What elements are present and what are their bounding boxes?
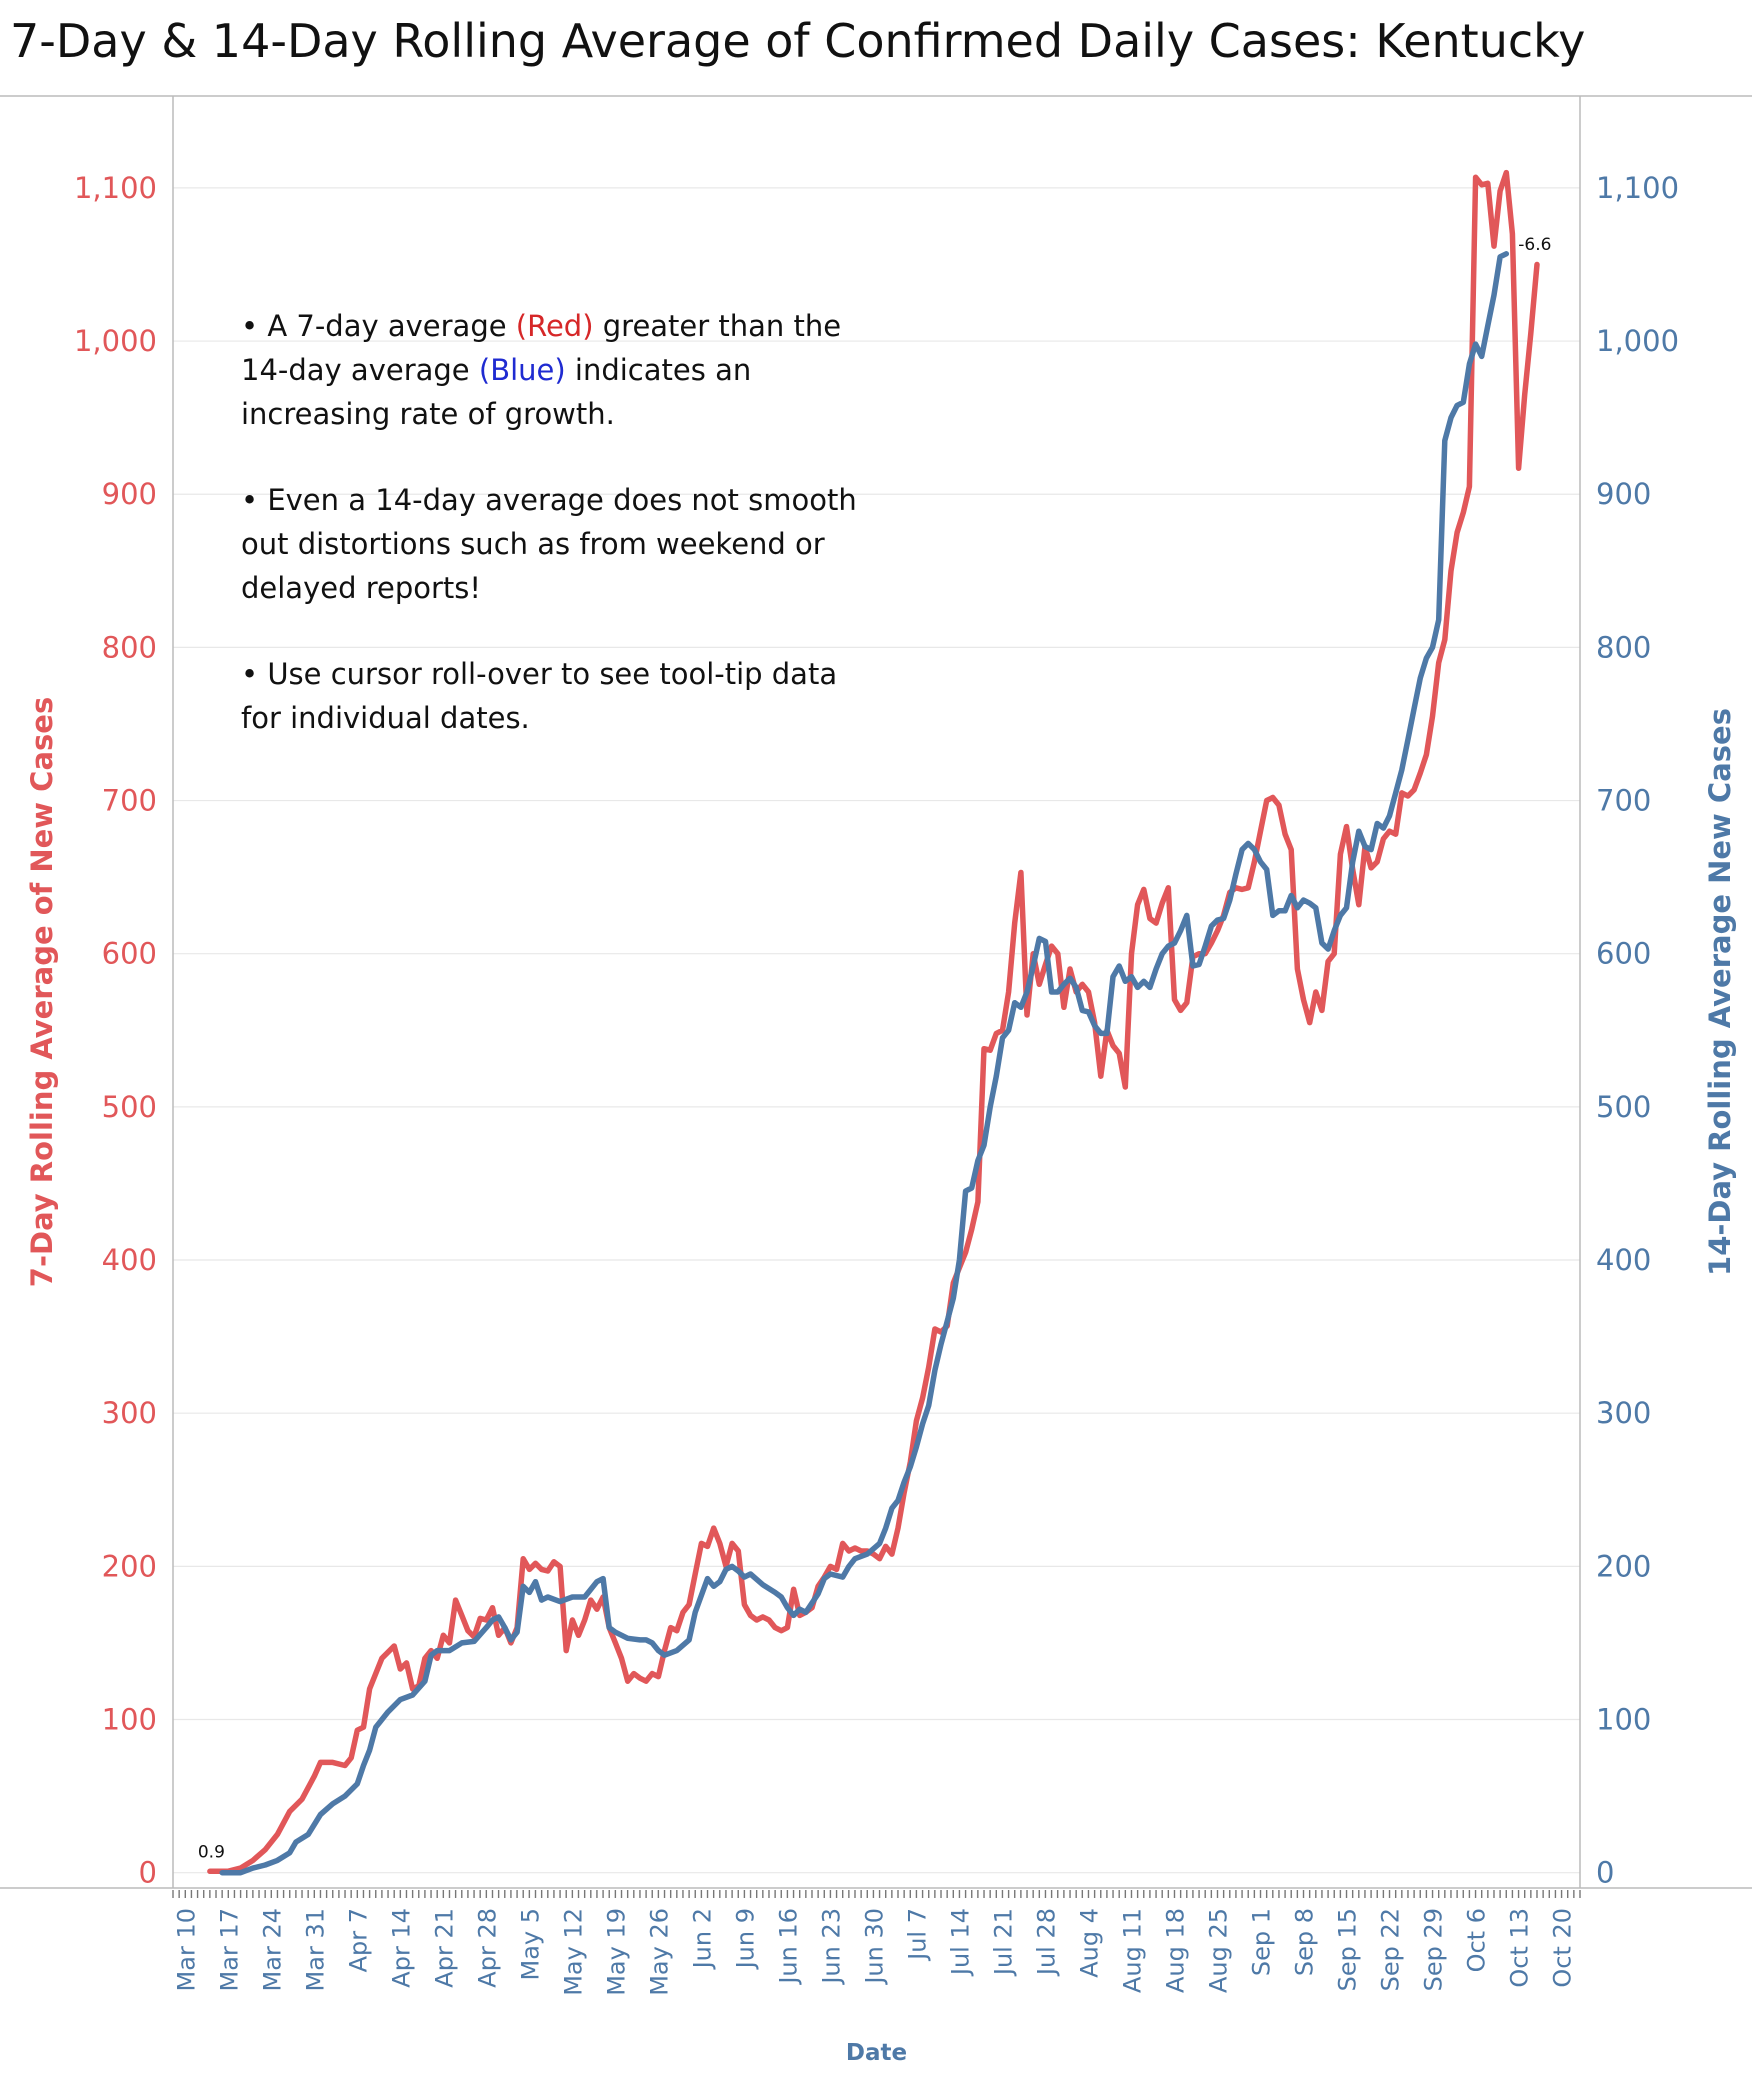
chart-title: 7-Day & 14-Day Rolling Average of Confir…: [10, 14, 1586, 68]
chart-note-segment: increasing rate of growth.: [241, 397, 615, 431]
x-tick-label: Jun 16: [774, 1908, 802, 1986]
y-tick-label-left: 600: [102, 937, 157, 971]
x-tick-label: Jul 28: [1032, 1908, 1060, 1977]
x-tick-label: Oct 6: [1463, 1908, 1491, 1972]
chart-note-line: delayed reports!: [241, 571, 481, 605]
x-tick-label: Apr 7: [344, 1908, 372, 1972]
x-tick-label: Mar 10: [172, 1908, 200, 1991]
x-tick-label: Sep 15: [1334, 1908, 1362, 1991]
y-tick-label-right: 100: [1596, 1703, 1651, 1737]
x-tick-label: Jul 21: [989, 1908, 1017, 1977]
y-tick-label-right: 1,000: [1596, 324, 1679, 358]
chart-note-line: 14-day average (Blue) indicates an: [241, 353, 751, 387]
y-tick-label-right: 300: [1596, 1396, 1651, 1430]
x-tick-label: May 19: [602, 1908, 630, 1996]
x-tick-label: Mar 24: [258, 1908, 286, 1991]
x-tick-label: Mar 31: [301, 1908, 329, 1991]
y-tick-label-right: 700: [1596, 784, 1651, 818]
y-tick-label-right: 0: [1596, 1856, 1614, 1890]
y-tick-label-left: 1,000: [74, 324, 157, 358]
chart-note-segment: indicates an: [566, 353, 752, 387]
y-tick-label-left: 0: [139, 1856, 157, 1890]
y-tick-label-right: 800: [1596, 630, 1651, 664]
chart-note-3: • Use cursor roll-over to see tool-tip d…: [241, 657, 837, 735]
x-tick-label: Oct 20: [1549, 1908, 1577, 1988]
chart-note-line: increasing rate of growth.: [241, 397, 615, 431]
y-tick-label-right: 900: [1596, 477, 1651, 511]
x-tick-label: Apr 21: [430, 1908, 458, 1988]
series-line-7day: [207, 169, 1540, 1875]
chart-note-line: • Use cursor roll-over to see tool-tip d…: [241, 657, 837, 691]
y-tick-label-left: 1,100: [74, 171, 157, 205]
x-tick-label: Aug 11: [1118, 1908, 1146, 1993]
x-axis-title: Date: [846, 2040, 907, 2066]
chart-note-segment: out distortions such as from weekend or: [241, 527, 825, 561]
x-tick-label: Oct 13: [1506, 1908, 1534, 1988]
x-tick-label: Sep 22: [1377, 1908, 1405, 1991]
chart-note-line: out distortions such as from weekend or: [241, 527, 825, 561]
x-tick-label: Mar 17: [215, 1908, 243, 1991]
chart-note-segment: greater than the: [594, 309, 842, 343]
chart-note-segment: 14-day average: [241, 353, 479, 387]
chart-note-line: • A 7-day average (Red) greater than the: [241, 309, 841, 343]
chart-note-2: • Even a 14-day average does not smooth o…: [241, 483, 857, 605]
x-tick-label: May 26: [645, 1908, 673, 1996]
y-axis-title-left: 7-Day Rolling Average of New Cases: [25, 697, 59, 1287]
y-tick-label-left: 700: [102, 784, 157, 818]
x-tick-label: Apr 28: [473, 1908, 501, 1988]
y-tick-label-left: 100: [102, 1703, 157, 1737]
x-tick-label: Aug 25: [1204, 1908, 1232, 1993]
x-tick-label: Sep 8: [1291, 1908, 1319, 1976]
chart-note-line: • Even a 14-day average does not smooth: [241, 483, 857, 517]
chart-note-line: for individual dates.: [241, 701, 530, 735]
x-tick-label: Sep 1: [1248, 1908, 1276, 1976]
x-tick-label: May 12: [559, 1908, 587, 1996]
y-tick-label-right: 400: [1596, 1243, 1651, 1277]
chart-note-segment: delayed reports!: [241, 571, 481, 605]
x-tick-label: May 5: [516, 1908, 544, 1981]
x-tick-label: Jun 2: [688, 1908, 716, 1970]
y-tick-label-right: 200: [1596, 1549, 1651, 1583]
x-tick-label: Jun 30: [860, 1908, 888, 1986]
y-tick-label-left: 200: [102, 1549, 157, 1583]
y-tick-label-left: 800: [102, 630, 157, 664]
x-tick-label: Sep 29: [1420, 1908, 1448, 1991]
y-tick-label-left: 500: [102, 1090, 157, 1124]
chart-note-segment: for individual dates.: [241, 701, 530, 735]
chart-note-segment: (Red): [516, 309, 594, 343]
x-tick-label: Jun 9: [731, 1908, 759, 1970]
annotation-start-value: 0.9: [198, 1842, 225, 1862]
y-axis-title-right: 14-Day Rolling Average New Cases: [1703, 708, 1737, 1276]
annotation-end-value: -6.6: [1518, 235, 1551, 255]
x-tick-label: Jun 23: [817, 1908, 845, 1986]
y-tick-label-right: 500: [1596, 1090, 1651, 1124]
chart-note-segment: • Even a 14-day average does not smooth: [241, 483, 857, 517]
chart-note-segment: • A 7-day average: [241, 309, 516, 343]
y-tick-label-left: 900: [102, 477, 157, 511]
y-tick-label-left: 300: [102, 1396, 157, 1430]
x-tick-label: Jul 14: [946, 1908, 974, 1977]
x-tick-label: Aug 18: [1161, 1908, 1189, 1993]
x-tick-label: Jul 7: [903, 1908, 931, 1962]
y-tick-label-left: 400: [102, 1243, 157, 1277]
x-tick-label: Apr 14: [387, 1908, 415, 1988]
y-tick-label-right: 1,100: [1596, 171, 1679, 205]
chart-note-segment: (Blue): [479, 353, 566, 387]
series-line-14day: [219, 251, 1510, 1876]
y-tick-label-right: 600: [1596, 937, 1651, 971]
chart-note-segment: • Use cursor roll-over to see tool-tip d…: [241, 657, 837, 691]
chart-note-1: • A 7-day average (Red) greater than the…: [241, 309, 841, 431]
x-tick-label: Aug 4: [1075, 1908, 1103, 1978]
